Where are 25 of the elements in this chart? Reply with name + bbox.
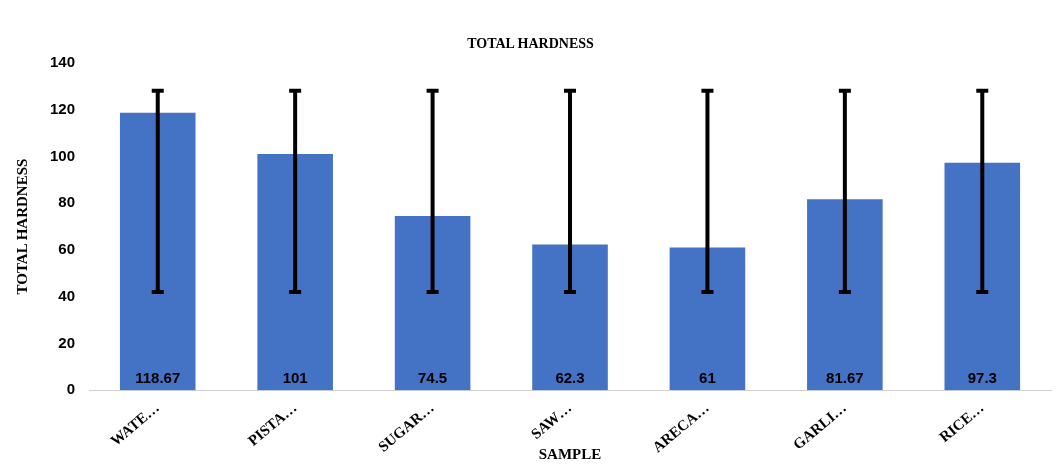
- y-tick-label: 120: [50, 99, 76, 117]
- bar: [394, 216, 471, 391]
- y-tick-label: 140: [50, 52, 76, 70]
- y-tick-label: 100: [50, 146, 76, 164]
- y-tick-label: 40: [58, 286, 76, 304]
- y-tick-label: 80: [58, 193, 76, 211]
- bar: [669, 247, 746, 391]
- data-label: 74.5: [417, 368, 448, 386]
- bar: [807, 199, 883, 391]
- y-tick-label: 0: [66, 380, 76, 398]
- data-label: 62.3: [555, 368, 585, 386]
- data-label: 97.3: [967, 368, 997, 386]
- chart-title: TOTAL HARDNESS: [467, 36, 595, 52]
- bar: [119, 112, 196, 391]
- bar: [944, 162, 1021, 391]
- data-label: 101: [282, 368, 308, 386]
- x-axis-title: SAMPLE: [538, 445, 602, 462]
- bar: [532, 244, 608, 391]
- y-tick-label: 20: [58, 333, 76, 351]
- y-axis-title: TOTAL HARDNESS: [13, 158, 30, 295]
- data-label: 81.67: [826, 368, 864, 386]
- bar: [257, 154, 333, 391]
- data-label: 61: [699, 368, 716, 386]
- data-label: 118.67: [135, 368, 181, 386]
- y-tick-label: 60: [58, 240, 76, 258]
